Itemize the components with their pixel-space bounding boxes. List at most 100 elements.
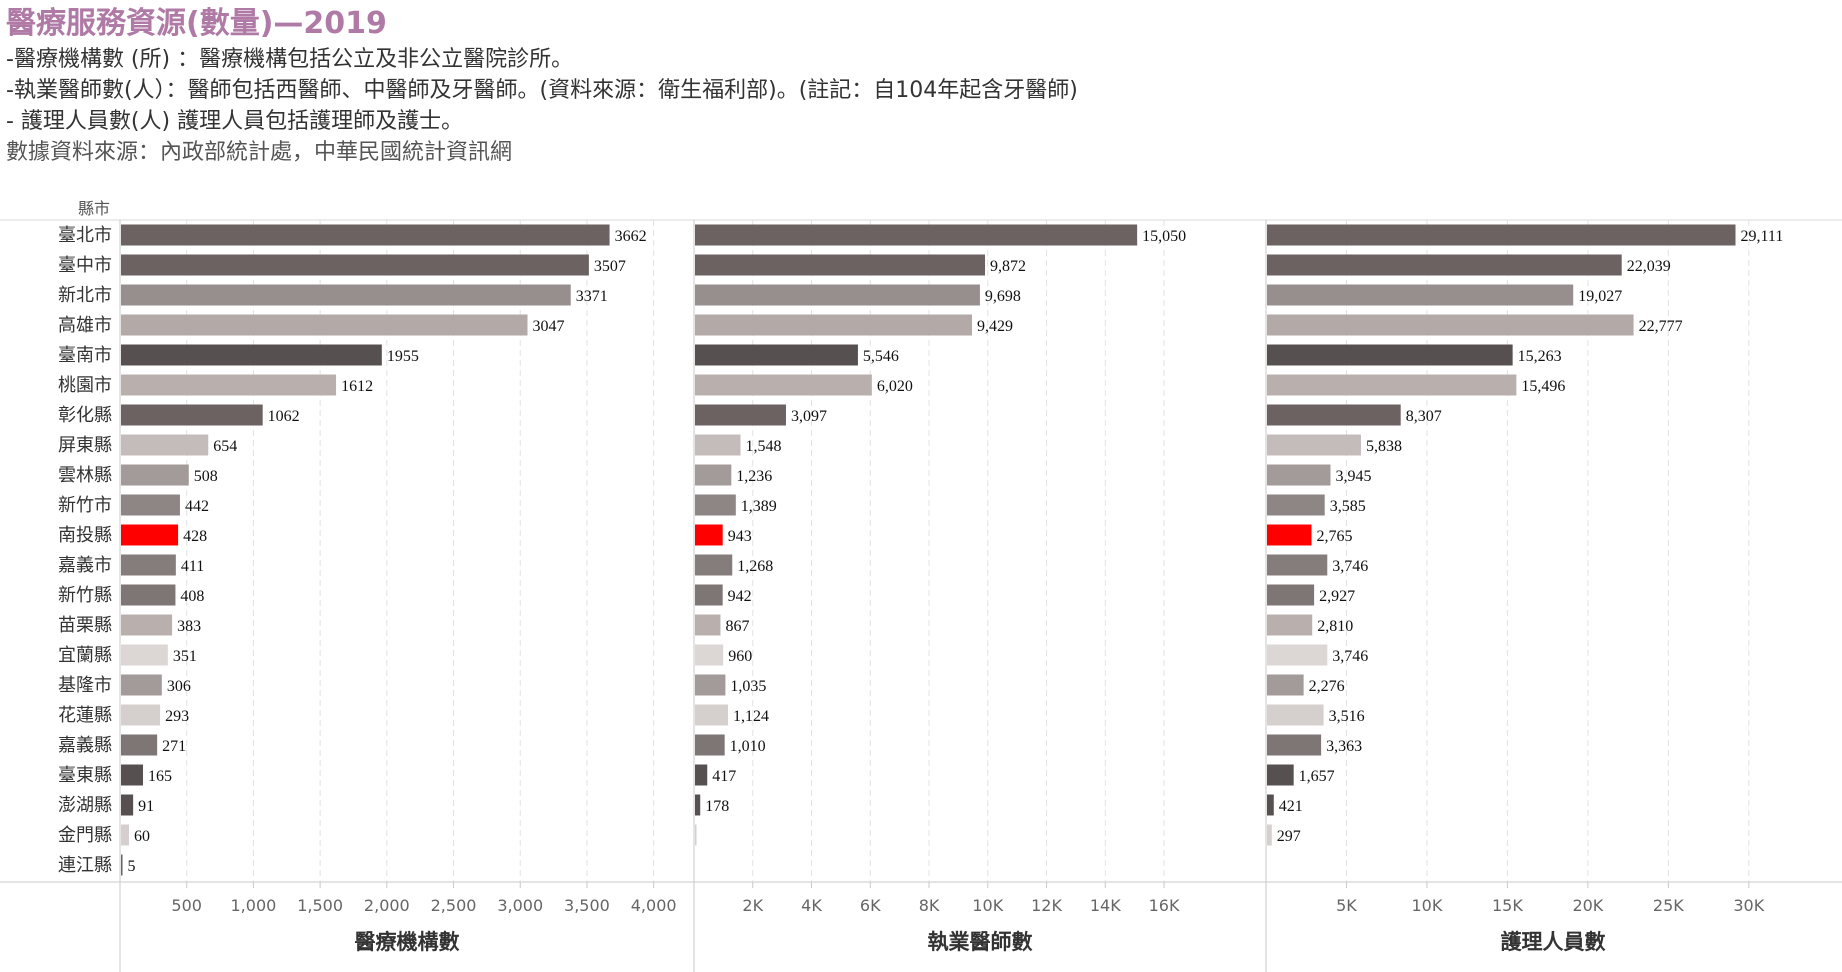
bar xyxy=(121,224,610,246)
note-nurses: - 護理人員數(人) 護理人員包括護理師及護士。 xyxy=(6,109,464,134)
chart-title: 醫療服務資源(數量)—2019 xyxy=(6,6,387,41)
bar xyxy=(1267,614,1313,636)
axis-title: 醫療機構數 xyxy=(355,930,460,954)
data-label: 22,777 xyxy=(1639,318,1683,335)
data-label: 271 xyxy=(162,738,186,755)
tick-label: 2K xyxy=(742,896,763,915)
data-label: 15,050 xyxy=(1142,228,1186,245)
bar xyxy=(695,404,786,426)
data-label: 1,035 xyxy=(730,678,766,695)
tick-label: 30K xyxy=(1733,896,1764,915)
category-label: 宜蘭縣 xyxy=(58,645,112,666)
bar xyxy=(695,464,732,486)
data-label: 3662 xyxy=(615,228,647,245)
bar xyxy=(121,614,173,636)
bar xyxy=(1267,284,1574,306)
bar xyxy=(121,794,134,816)
bar xyxy=(1267,554,1328,576)
tick-label: 3,500 xyxy=(564,896,610,915)
bar xyxy=(1267,764,1294,786)
bar xyxy=(121,314,528,336)
bar xyxy=(695,554,733,576)
category-label: 高雄市 xyxy=(58,315,112,336)
data-label: 60 xyxy=(134,828,150,845)
data-label: 293 xyxy=(165,708,189,725)
data-label: 22,039 xyxy=(1627,258,1671,275)
category-label: 花蓮縣 xyxy=(58,705,112,726)
bar xyxy=(1267,254,1622,276)
data-label: 15,496 xyxy=(1521,378,1565,395)
data-label: 3,746 xyxy=(1332,648,1368,665)
bar xyxy=(695,734,725,756)
category-label: 臺中市 xyxy=(58,255,112,276)
data-label: 654 xyxy=(213,438,237,455)
tick-label: 15K xyxy=(1492,896,1523,915)
bar xyxy=(1267,734,1322,756)
tick-label: 2,500 xyxy=(431,896,477,915)
bar xyxy=(695,434,741,456)
bar xyxy=(695,494,736,516)
data-label: 6,020 xyxy=(877,378,913,395)
category-label: 嘉義市 xyxy=(58,555,112,576)
tick-label: 8K xyxy=(919,896,940,915)
tick-label: 1,000 xyxy=(231,896,277,915)
tick-label: 6K xyxy=(860,896,881,915)
bar xyxy=(695,374,872,396)
bar xyxy=(121,674,162,696)
data-label: 5,838 xyxy=(1366,438,1402,455)
bar xyxy=(121,284,571,306)
data-label: 3371 xyxy=(576,288,608,305)
bar xyxy=(121,404,263,426)
data-label: 8,307 xyxy=(1406,408,1442,425)
axis-title: 護理人員數 xyxy=(1501,930,1606,954)
bar xyxy=(695,254,986,276)
data-label: 1612 xyxy=(341,378,373,395)
bar xyxy=(695,674,726,696)
tick-label: 3,000 xyxy=(497,896,543,915)
bar xyxy=(121,374,337,396)
tick-label: 4K xyxy=(801,896,822,915)
bar xyxy=(121,584,176,606)
data-label: 408 xyxy=(180,588,204,605)
category-label: 金門縣 xyxy=(58,825,112,846)
data-label: 1,268 xyxy=(737,558,773,575)
data-label: 1,389 xyxy=(741,498,777,515)
tick-label: 10K xyxy=(1412,896,1443,915)
category-label: 臺南市 xyxy=(58,345,112,366)
data-label: 9,872 xyxy=(990,258,1026,275)
bar xyxy=(1267,224,1736,246)
data-label: 3507 xyxy=(594,258,626,275)
data-label: 3,945 xyxy=(1335,468,1371,485)
data-label: 15,263 xyxy=(1518,348,1562,365)
data-label: 165 xyxy=(148,768,172,785)
data-label: 1062 xyxy=(268,408,300,425)
tick-label: 14K xyxy=(1090,896,1121,915)
panel-2: 2K 4K 6K 8K 10K 12K 14K 16K 15,050 9,872 9,698 9,42… xyxy=(693,220,1186,972)
category-label: 南投縣 xyxy=(58,525,112,546)
bar xyxy=(695,284,980,306)
data-label: 1,124 xyxy=(733,708,769,725)
data-label: 3,516 xyxy=(1329,708,1365,725)
row-header-label: 縣市 xyxy=(78,199,110,218)
data-source-note: 數據資料來源：內政部統計處，中華民國統計資訊網 xyxy=(6,140,513,165)
category-label: 新竹縣 xyxy=(58,585,112,606)
bar xyxy=(1267,584,1315,606)
category-label: 連江縣 xyxy=(58,855,112,876)
bar xyxy=(695,824,697,846)
data-label: 417 xyxy=(712,768,736,785)
bar xyxy=(1267,464,1331,486)
data-label: 2,810 xyxy=(1317,618,1353,635)
tick-label: 12K xyxy=(1031,896,1062,915)
category-label: 臺東縣 xyxy=(58,765,112,786)
bar xyxy=(1267,404,1401,426)
data-label: 421 xyxy=(1279,798,1303,815)
bar xyxy=(1267,824,1272,846)
data-label: 1,657 xyxy=(1299,768,1335,785)
tick-label: 16K xyxy=(1149,896,1180,915)
axis-title: 執業醫師數 xyxy=(928,930,1033,954)
bar xyxy=(695,704,729,726)
tick-label: 2,000 xyxy=(364,896,410,915)
bar xyxy=(695,314,973,336)
bar xyxy=(1267,344,1513,366)
data-label: 3,097 xyxy=(791,408,827,425)
